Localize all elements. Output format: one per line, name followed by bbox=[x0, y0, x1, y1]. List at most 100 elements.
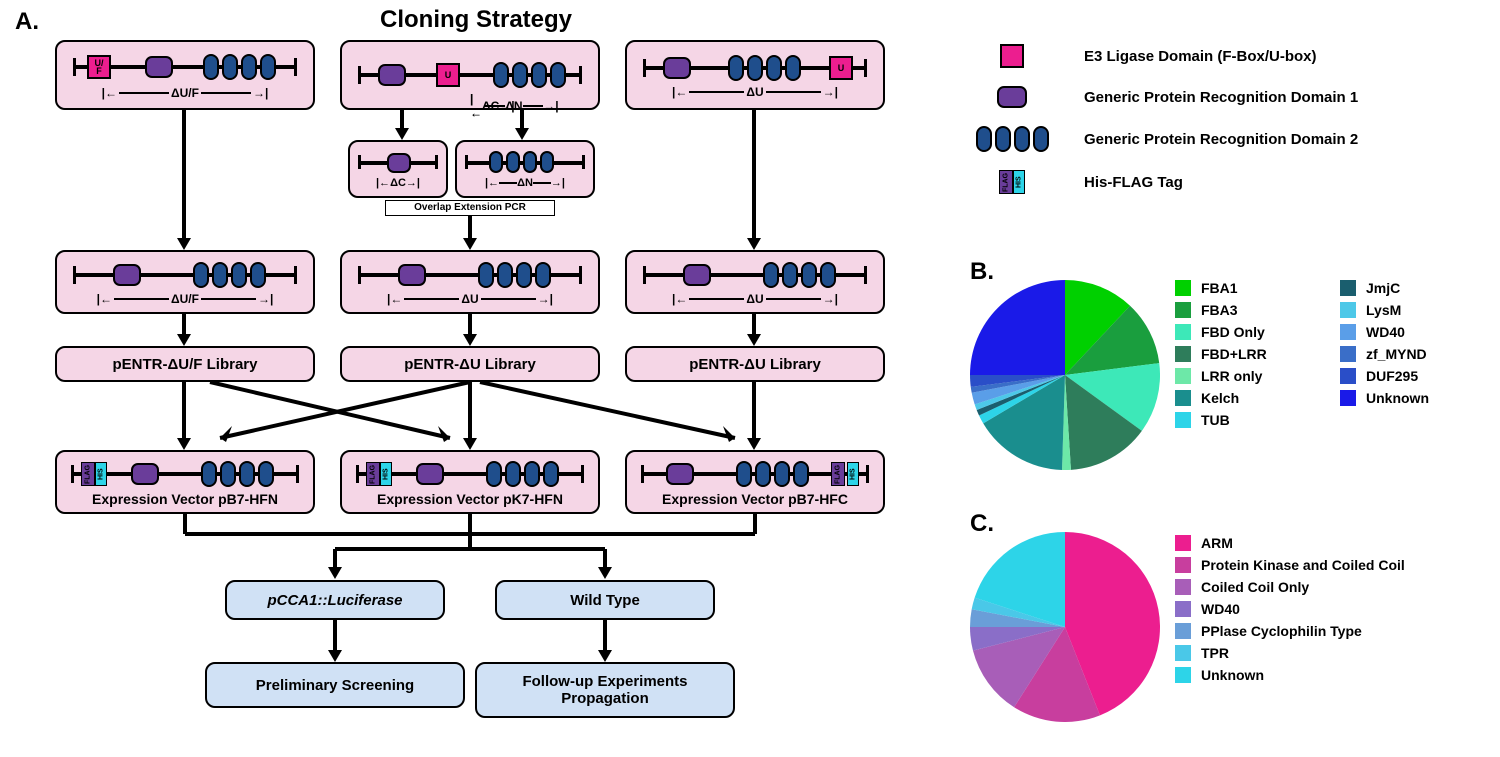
arrow-head bbox=[515, 128, 529, 140]
prd1-icon bbox=[666, 463, 694, 485]
construct-box-u-right-deleted: |← ΔU →| bbox=[625, 250, 885, 314]
arrow bbox=[752, 314, 756, 336]
legend-item: FBD+LRR bbox=[1175, 346, 1267, 362]
pie-c-legend: ARM Protein Kinase and Coiled Coil Coiled … bbox=[1175, 535, 1405, 683]
arrow-head bbox=[177, 238, 191, 250]
prd2-group-icon bbox=[203, 54, 276, 80]
e3-domain-icon: U bbox=[829, 56, 853, 80]
legend-item: PPlase Cyclophilin Type bbox=[1175, 623, 1405, 639]
legend-item: Protein Kinase and Coiled Coil bbox=[1175, 557, 1405, 573]
output-followup: Follow-up Experiments Propagation bbox=[475, 662, 735, 718]
flag-tag-icon: FLAG bbox=[366, 462, 380, 486]
legend-item: Unknown bbox=[1175, 667, 1405, 683]
legend-item: LysM bbox=[1340, 302, 1429, 318]
legend-item: FBA1 bbox=[1175, 280, 1267, 296]
fragment-box-dn: |←ΔN→| bbox=[455, 140, 595, 198]
legend-item: WD40 bbox=[1340, 324, 1429, 340]
arrow bbox=[468, 382, 472, 440]
merge-arrows bbox=[55, 514, 885, 584]
prd2-group-icon bbox=[193, 262, 266, 288]
legend-e3: E3 Ligase Domain (F-Box/U-box) bbox=[970, 44, 1317, 68]
his-tag-icon: HIS bbox=[95, 462, 107, 486]
construct-box-uf-top: U/F |← ΔU/F →| bbox=[55, 40, 315, 110]
arrow bbox=[400, 110, 404, 130]
arrow-head bbox=[177, 334, 191, 346]
arrow-head bbox=[395, 128, 409, 140]
pie-b-legend-col1: FBA1FBA3FBD OnlyFBD+LRRLRR onlyKelchTUB bbox=[1175, 280, 1267, 428]
legend-item: JmjC bbox=[1340, 280, 1429, 296]
arrow-head bbox=[177, 438, 191, 450]
construct-box-u-right-top: U |← ΔU →| bbox=[625, 40, 885, 110]
legend-prd2: Generic Protein Recognition Domain 2 bbox=[970, 126, 1358, 152]
library-box-uf: pENTR-ΔU/F Library bbox=[55, 346, 315, 382]
arrow-head bbox=[463, 238, 477, 250]
e3-domain-icon: U/F bbox=[87, 55, 111, 79]
arrow bbox=[752, 382, 756, 440]
prd1-icon bbox=[416, 463, 444, 485]
legend-hisflag: FLAG HIS His-FLAG Tag bbox=[970, 170, 1183, 194]
construct-uf: U/F bbox=[63, 50, 307, 84]
prd1-icon bbox=[378, 64, 406, 86]
output-wildtype: Wild Type bbox=[495, 580, 715, 620]
title-cloning-strategy: Cloning Strategy bbox=[380, 6, 572, 34]
construct-box-uf-deleted: |← ΔU/F →| bbox=[55, 250, 315, 314]
legend-item: Unknown bbox=[1340, 390, 1429, 406]
library-box-u-1: pENTR-ΔU Library bbox=[340, 346, 600, 382]
arrow bbox=[182, 382, 186, 440]
arrow bbox=[182, 314, 186, 336]
legend-item: Kelch bbox=[1175, 390, 1267, 406]
construct-box-u-deleted: |← ΔU →| bbox=[340, 250, 600, 314]
prd1-icon bbox=[131, 463, 159, 485]
prd2-group-icon bbox=[486, 461, 559, 487]
construct-box-u-mid-top: U |←ΔC→| |←ΔN→| bbox=[340, 40, 600, 110]
arrow-head bbox=[598, 650, 612, 662]
output-preliminary: Preliminary Screening bbox=[205, 662, 465, 708]
library-box-u-2: pENTR-ΔU Library bbox=[625, 346, 885, 382]
prd2-group-icon bbox=[478, 262, 551, 288]
prd1-icon bbox=[683, 264, 711, 286]
prd2-group-icon bbox=[489, 151, 554, 173]
expression-box-pb7-hfc: FLAG HIS Expression Vector pB7-HFC bbox=[625, 450, 885, 514]
arrow bbox=[333, 620, 337, 652]
arrow-head bbox=[747, 238, 761, 250]
legend-item: TPR bbox=[1175, 645, 1405, 661]
e3-domain-icon: U bbox=[436, 63, 460, 87]
expression-box-pb7-hfn: FLAG HIS Expression Vector pB7-HFN bbox=[55, 450, 315, 514]
expression-box-pk7-hfn: FLAG HIS Expression Vector pK7-HFN bbox=[340, 450, 600, 514]
arrow bbox=[520, 110, 524, 130]
arrow bbox=[182, 110, 186, 240]
legend-item: FBA3 bbox=[1175, 302, 1267, 318]
flag-tag-icon: FLAG bbox=[831, 462, 845, 486]
legend-item: WD40 bbox=[1175, 601, 1405, 617]
overlap-pcr-label: Overlap Extension PCR bbox=[385, 200, 555, 216]
arrow-head bbox=[328, 650, 342, 662]
prd1-icon bbox=[145, 56, 173, 78]
prd1-icon bbox=[387, 153, 411, 173]
arrow bbox=[468, 314, 472, 336]
prd1-icon bbox=[113, 264, 141, 286]
flag-tag-icon: FLAG bbox=[81, 462, 95, 486]
legend-prd1: Generic Protein Recognition Domain 1 bbox=[970, 86, 1358, 108]
prd1-icon bbox=[398, 264, 426, 286]
prd2-group-icon bbox=[763, 262, 836, 288]
fragment-box-dc: |←ΔC→| bbox=[348, 140, 448, 198]
prd1-icon bbox=[663, 57, 691, 79]
pie-chart-b bbox=[970, 280, 1160, 470]
arrow-head bbox=[463, 334, 477, 346]
prd2-group-icon bbox=[493, 62, 566, 88]
legend-item: Coiled Coil Only bbox=[1175, 579, 1405, 595]
arrow bbox=[603, 620, 607, 652]
legend-item: LRR only bbox=[1175, 368, 1267, 384]
arrow-head bbox=[463, 438, 477, 450]
prd2-group-icon bbox=[736, 461, 809, 487]
prd2-group-icon bbox=[728, 55, 801, 81]
arrow bbox=[752, 110, 756, 240]
prd2-group-icon bbox=[201, 461, 274, 487]
pie-chart-c bbox=[970, 532, 1160, 722]
pie-b-legend-col2: JmjCLysMWD40zf_MYNDDUF295Unknown bbox=[1340, 280, 1429, 406]
legend-item: DUF295 bbox=[1340, 368, 1429, 384]
legend-item: ARM bbox=[1175, 535, 1405, 551]
arrow-head bbox=[747, 334, 761, 346]
his-tag-icon: HIS bbox=[380, 462, 392, 486]
legend-item: TUB bbox=[1175, 412, 1267, 428]
